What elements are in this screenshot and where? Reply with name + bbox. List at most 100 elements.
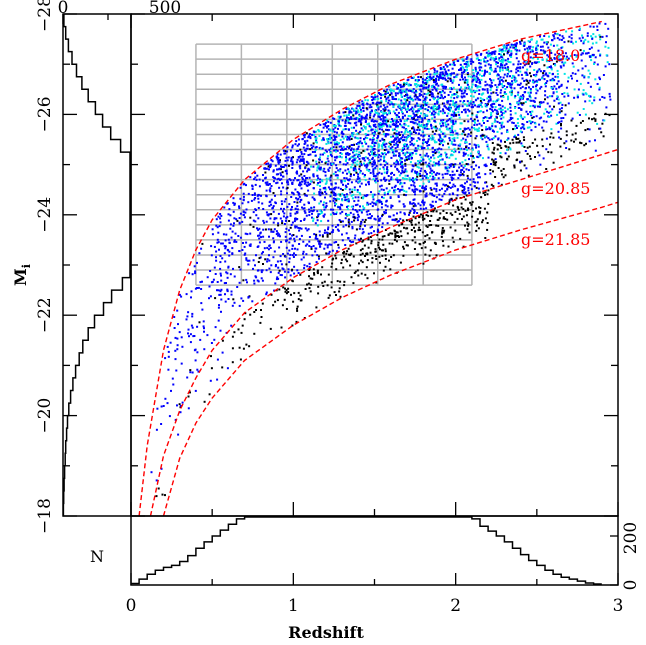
quasar-point	[319, 166, 322, 169]
quasar-point	[342, 266, 345, 269]
quasar-point	[561, 93, 564, 95]
quasar-point	[514, 112, 517, 115]
quasar-point	[424, 117, 426, 120]
quasar-point	[354, 112, 357, 115]
quasar-point	[472, 74, 475, 77]
quasar-point	[542, 129, 545, 132]
quasar-point	[256, 194, 259, 197]
quasar-point	[409, 130, 411, 133]
quasar-point	[387, 150, 390, 153]
quasar-point	[231, 247, 234, 250]
quasar-point	[499, 104, 502, 107]
quasar-point	[324, 190, 327, 193]
quasar-point	[315, 160, 318, 163]
quasar-point	[404, 98, 406, 101]
quasar-point	[274, 194, 276, 197]
quasar-point	[362, 149, 365, 152]
quasar-point	[357, 196, 360, 199]
quasar-point	[449, 198, 452, 201]
quasar-point	[534, 156, 536, 158]
quasar-point	[373, 193, 376, 196]
quasar-point	[562, 64, 565, 67]
quasar-point	[532, 85, 535, 88]
quasar-point	[376, 95, 379, 98]
quasar-point	[535, 92, 538, 95]
quasar-point	[386, 162, 389, 165]
quasar-point	[463, 69, 466, 71]
quasar-point	[324, 174, 327, 177]
quasar-point	[378, 171, 381, 174]
quasar-point	[514, 43, 517, 46]
quasar-point	[485, 135, 488, 138]
quasar-point	[319, 209, 322, 212]
quasar-point	[366, 203, 369, 206]
quasar-point	[430, 114, 433, 116]
quasar-point	[358, 227, 361, 230]
quasar-point	[397, 133, 400, 136]
quasar-point	[467, 207, 469, 210]
quasar-point	[557, 80, 560, 83]
quasar-point	[412, 108, 415, 111]
quasar-point	[242, 195, 245, 198]
quasar-point	[460, 164, 463, 167]
quasar-point	[233, 217, 236, 220]
quasar-point	[415, 113, 418, 116]
quasar-point	[441, 195, 444, 198]
quasar-point	[541, 145, 544, 148]
quasar-point	[394, 138, 396, 141]
quasar-point	[426, 81, 429, 84]
quasar-point	[437, 162, 440, 165]
quasar-point	[308, 236, 311, 238]
quasar-point	[417, 172, 420, 175]
quasar-point	[389, 215, 392, 218]
quasar-point	[245, 241, 248, 244]
quasar-point	[484, 84, 487, 87]
quasar-point	[507, 146, 510, 149]
quasar-point	[503, 91, 506, 94]
quasar-point	[375, 139, 378, 142]
quasar-point	[522, 54, 525, 57]
quasar-point	[291, 254, 294, 257]
quasar-point	[203, 400, 206, 403]
quasar-point	[347, 205, 350, 208]
quasar-point	[447, 142, 450, 145]
quasar-point	[391, 118, 393, 120]
quasar-point	[556, 95, 559, 98]
quasar-point	[377, 113, 380, 116]
quasar-point	[440, 198, 443, 201]
quasar-point	[340, 258, 343, 261]
quasar-point	[367, 162, 370, 165]
quasar-point	[537, 105, 539, 108]
quasar-point	[303, 207, 306, 210]
quasar-point	[549, 43, 552, 46]
quasar-point	[416, 188, 419, 191]
quasar-point	[415, 149, 418, 152]
quasar-point	[242, 183, 245, 186]
quasar-point	[333, 201, 336, 204]
quasar-point	[396, 181, 399, 184]
quasar-point	[249, 176, 252, 179]
quasar-point	[409, 90, 412, 92]
quasar-point	[215, 256, 217, 259]
quasar-point	[424, 240, 426, 243]
quasar-point	[395, 134, 398, 137]
quasar-point	[593, 61, 596, 64]
quasar-point	[493, 58, 496, 61]
quasar-point	[455, 132, 458, 135]
quasar-point	[464, 198, 467, 201]
quasar-point	[486, 120, 489, 122]
quasar-point	[405, 170, 408, 173]
quasar-point	[444, 135, 447, 138]
quasar-point	[313, 198, 316, 201]
quasar-point	[338, 124, 341, 127]
quasar-point	[329, 200, 332, 203]
quasar-point	[386, 205, 389, 208]
quasar-point	[379, 139, 382, 142]
quasar-point	[319, 181, 322, 184]
quasar-point	[385, 211, 387, 214]
quasar-point	[420, 163, 423, 166]
quasar-point	[476, 155, 479, 158]
quasar-point	[433, 157, 436, 160]
quasar-point	[333, 194, 336, 196]
quasar-point	[360, 272, 363, 275]
